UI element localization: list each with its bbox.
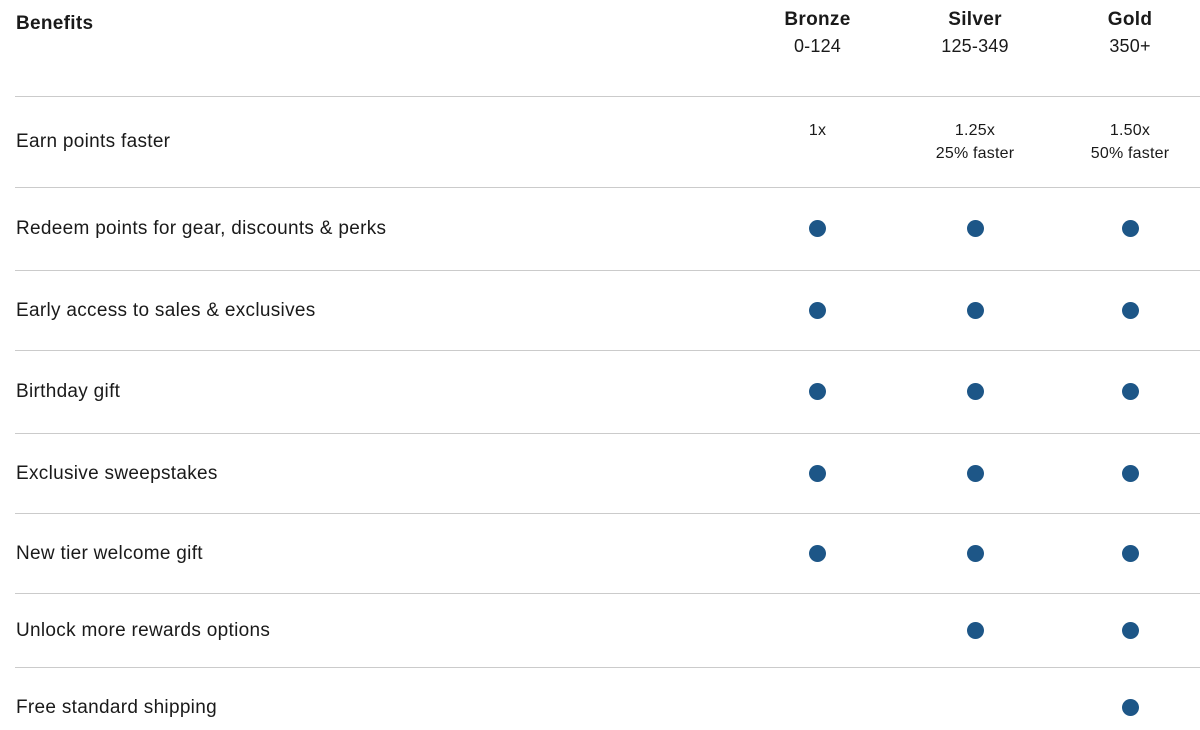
benefit-row: New tier welcome gift xyxy=(0,513,1200,593)
tier-value-cell xyxy=(890,383,1060,400)
benefit-included-dot-icon xyxy=(809,301,826,319)
benefit-included-dot-icon xyxy=(966,621,984,639)
tier-value-cell xyxy=(890,220,1060,237)
tier-value-cell xyxy=(745,220,890,237)
benefit-included-dot-icon xyxy=(809,464,826,482)
tier-value-cell xyxy=(890,621,1060,639)
benefit-included-dot-icon xyxy=(1121,383,1139,400)
tier-value-cell xyxy=(1060,621,1200,639)
tier-value-cell xyxy=(890,464,1060,482)
tier-name: Silver xyxy=(948,9,1002,30)
benefit-included-dot-icon xyxy=(809,544,826,562)
tier-header-silver: Silver 125-349 xyxy=(890,0,1060,60)
tier-value-cell xyxy=(1060,220,1200,237)
tier-value-cell xyxy=(1060,383,1200,400)
tier-value-cell xyxy=(1060,464,1200,482)
tier-value-cell xyxy=(1060,698,1200,716)
tier-name: Gold xyxy=(1107,9,1153,30)
benefit-label: Free standard shipping xyxy=(16,696,217,718)
tier-value-main: 1.25x xyxy=(954,121,996,139)
tier-name: Bronze xyxy=(784,9,851,30)
tier-value-cell: 1.50x 50% faster xyxy=(1060,119,1200,165)
tier-header-bronze: Bronze 0-124 xyxy=(745,0,890,60)
tier-value-sub: 50% faster xyxy=(1090,144,1170,162)
tier-value-main: 1x xyxy=(808,121,827,139)
benefit-included-dot-icon xyxy=(809,220,826,237)
benefit-included-dot-icon xyxy=(966,220,984,237)
tier-points-range: 350+ xyxy=(1109,36,1151,56)
benefit-included-dot-icon xyxy=(1121,220,1139,237)
tier-value-cell xyxy=(745,544,890,562)
benefit-included-dot-icon xyxy=(966,301,984,319)
benefit-included-dot-icon xyxy=(1121,301,1139,319)
benefit-included-dot-icon xyxy=(966,544,984,562)
benefit-included-dot-icon xyxy=(1121,464,1139,482)
tier-value-cell xyxy=(890,544,1060,562)
benefit-label: Unlock more rewards options xyxy=(16,619,271,641)
tier-header-gold: Gold 350+ xyxy=(1060,0,1200,60)
benefit-label: Redeem points for gear, discounts & perk… xyxy=(16,218,387,239)
benefit-row: Birthday gift xyxy=(0,350,1200,433)
benefit-row: Unlock more rewards options xyxy=(0,593,1200,667)
benefit-row: Redeem points for gear, discounts & perk… xyxy=(0,187,1200,270)
benefit-row: Free standard shipping xyxy=(0,667,1200,730)
tier-value-cell xyxy=(1060,301,1200,319)
tier-value-cell xyxy=(745,464,890,482)
benefit-label: Earn points faster xyxy=(16,131,171,152)
benefit-included-dot-icon xyxy=(809,383,826,400)
tier-points-range: 125-349 xyxy=(941,36,1009,56)
benefits-column-title: Benefits xyxy=(16,13,94,34)
tier-value-cell xyxy=(1060,544,1200,562)
tier-value-cell: 1.25x 25% faster xyxy=(890,119,1060,165)
benefit-included-dot-icon xyxy=(966,383,984,400)
benefit-label: Birthday gift xyxy=(16,381,121,402)
benefit-included-dot-icon xyxy=(1121,544,1139,562)
benefit-included-dot-icon xyxy=(1121,621,1139,639)
benefit-row: Earn points faster 1x 1.25x 25% faster 1.50x… xyxy=(0,96,1200,187)
benefit-row: Exclusive sweepstakes xyxy=(0,433,1200,513)
benefit-row: Early access to sales & exclusives xyxy=(0,270,1200,350)
benefit-included-dot-icon xyxy=(1121,698,1139,716)
tier-points-range: 0-124 xyxy=(793,36,842,56)
tier-value-main: 1.50x xyxy=(1109,121,1151,139)
tier-value-cell xyxy=(890,301,1060,319)
tier-value-sub: 25% faster xyxy=(935,144,1015,162)
benefit-included-dot-icon xyxy=(966,464,984,482)
benefit-label: Exclusive sweepstakes xyxy=(16,462,218,484)
benefit-label: New tier welcome gift xyxy=(16,542,203,564)
benefit-rows: Earn points faster 1x 1.25x 25% faster 1.50x… xyxy=(0,96,1200,730)
tier-value-cell xyxy=(745,301,890,319)
benefit-label: Early access to sales & exclusives xyxy=(16,299,316,321)
tier-value-cell xyxy=(745,383,890,400)
tier-value-cell: 1x xyxy=(745,119,890,165)
table-header-row: Benefits Bronze 0-124 Silver 125-349 Gol… xyxy=(0,0,1200,96)
